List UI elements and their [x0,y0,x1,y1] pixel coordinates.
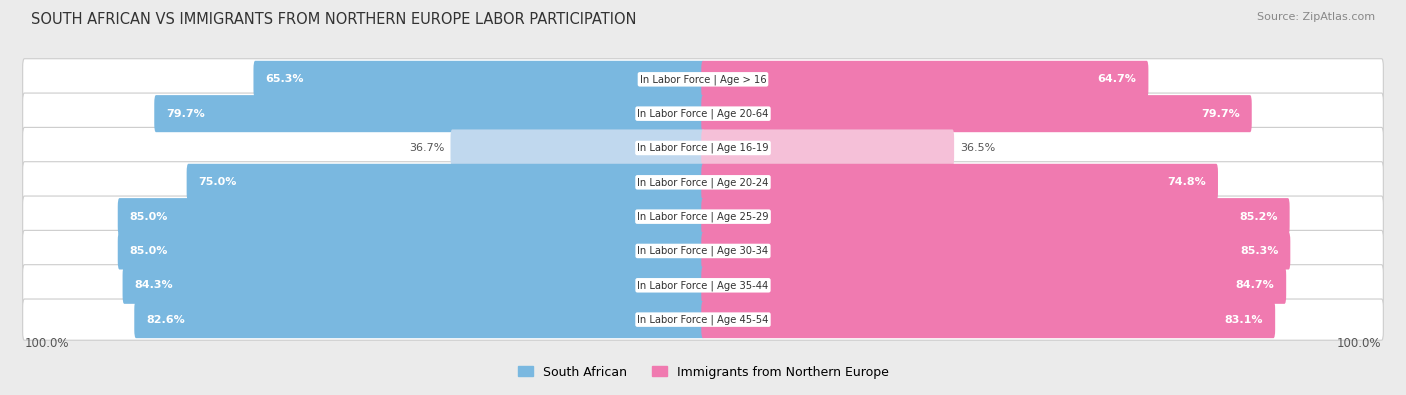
Text: 85.3%: 85.3% [1240,246,1278,256]
FancyBboxPatch shape [702,164,1218,201]
FancyBboxPatch shape [22,299,1384,340]
Text: 100.0%: 100.0% [1337,337,1382,350]
Text: 85.2%: 85.2% [1239,212,1278,222]
Text: SOUTH AFRICAN VS IMMIGRANTS FROM NORTHERN EUROPE LABOR PARTICIPATION: SOUTH AFRICAN VS IMMIGRANTS FROM NORTHER… [31,12,637,27]
Text: In Labor Force | Age 35-44: In Labor Force | Age 35-44 [637,280,769,291]
Text: 79.7%: 79.7% [166,109,205,118]
FancyBboxPatch shape [135,301,704,338]
FancyBboxPatch shape [22,59,1384,100]
Text: 36.7%: 36.7% [409,143,444,153]
FancyBboxPatch shape [118,198,704,235]
FancyBboxPatch shape [122,267,704,304]
Text: In Labor Force | Age 25-29: In Labor Force | Age 25-29 [637,211,769,222]
FancyBboxPatch shape [702,198,1289,235]
Text: 82.6%: 82.6% [146,315,186,325]
FancyBboxPatch shape [702,95,1251,132]
Text: 74.8%: 74.8% [1167,177,1206,187]
FancyBboxPatch shape [22,93,1384,134]
FancyBboxPatch shape [253,61,704,98]
Text: 84.3%: 84.3% [135,280,173,290]
FancyBboxPatch shape [155,95,704,132]
Text: 64.7%: 64.7% [1098,74,1136,84]
FancyBboxPatch shape [450,130,704,167]
Text: In Labor Force | Age 20-64: In Labor Force | Age 20-64 [637,108,769,119]
FancyBboxPatch shape [702,61,1149,98]
Text: 79.7%: 79.7% [1201,109,1240,118]
Text: In Labor Force | Age 20-24: In Labor Force | Age 20-24 [637,177,769,188]
Text: 65.3%: 65.3% [266,74,304,84]
FancyBboxPatch shape [702,130,955,167]
FancyBboxPatch shape [22,230,1384,272]
Text: In Labor Force | Age 45-54: In Labor Force | Age 45-54 [637,314,769,325]
Text: In Labor Force | Age 30-34: In Labor Force | Age 30-34 [637,246,769,256]
Text: 84.7%: 84.7% [1236,280,1274,290]
Text: 83.1%: 83.1% [1225,315,1263,325]
Legend: South African, Immigrants from Northern Europe: South African, Immigrants from Northern … [513,361,893,384]
Text: 36.5%: 36.5% [960,143,995,153]
FancyBboxPatch shape [702,267,1286,304]
FancyBboxPatch shape [118,232,704,269]
FancyBboxPatch shape [702,301,1275,338]
Text: 75.0%: 75.0% [198,177,238,187]
Text: 85.0%: 85.0% [129,246,169,256]
FancyBboxPatch shape [702,232,1291,269]
FancyBboxPatch shape [22,162,1384,203]
FancyBboxPatch shape [22,128,1384,169]
FancyBboxPatch shape [22,265,1384,306]
FancyBboxPatch shape [22,196,1384,237]
Text: Source: ZipAtlas.com: Source: ZipAtlas.com [1257,12,1375,22]
FancyBboxPatch shape [187,164,704,201]
Text: 100.0%: 100.0% [24,337,69,350]
Text: In Labor Force | Age 16-19: In Labor Force | Age 16-19 [637,143,769,153]
Text: In Labor Force | Age > 16: In Labor Force | Age > 16 [640,74,766,85]
Text: 85.0%: 85.0% [129,212,169,222]
